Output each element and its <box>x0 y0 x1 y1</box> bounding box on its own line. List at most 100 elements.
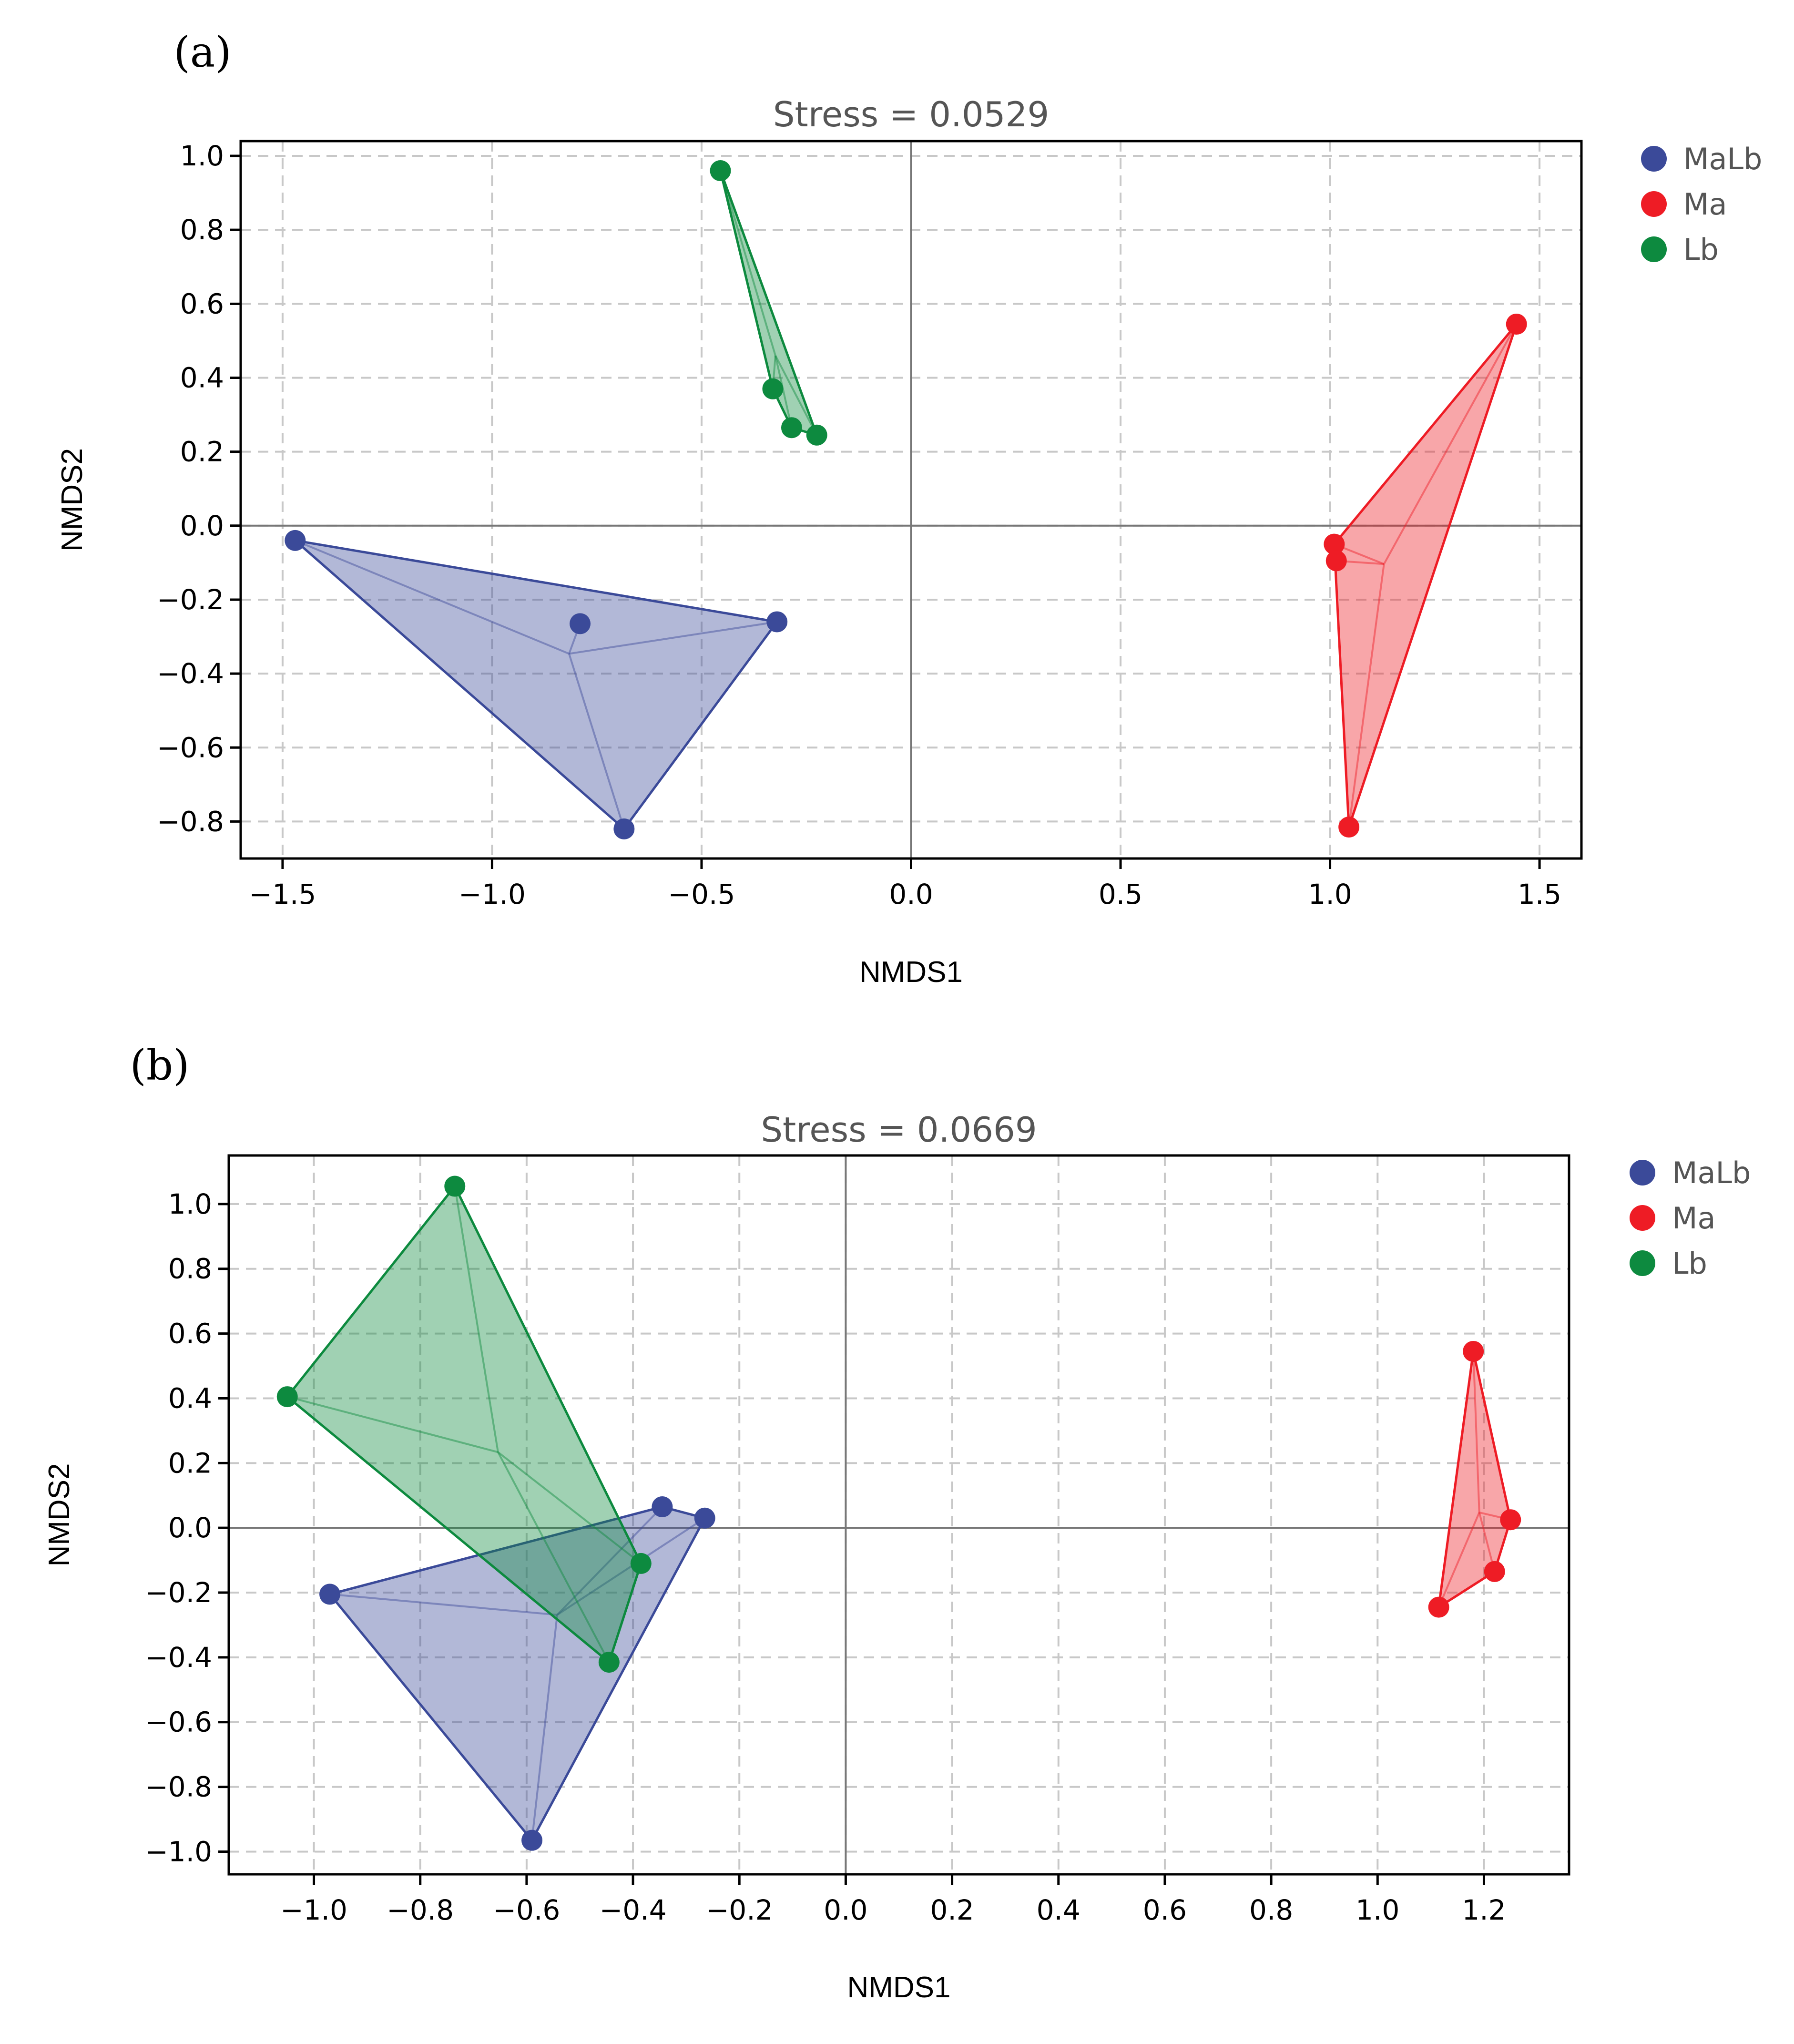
point-lb <box>762 378 784 399</box>
point-malb <box>652 1496 673 1518</box>
legend-label-lb: Lb <box>1672 1246 1707 1281</box>
hull-facet <box>1479 1512 1511 1572</box>
y-tick-label: 0.4 <box>168 1382 212 1414</box>
x-tick-label: 0.2 <box>930 1894 974 1926</box>
legend-marker-malb <box>1641 146 1667 172</box>
x-tick-label: −0.5 <box>668 878 735 910</box>
y-tick-label: −0.4 <box>145 1641 212 1674</box>
nmds-chart-b: (b) Stress = 0.0669 −1.0 −0.8 −0.6 −0.4 −0.2 0.… <box>43 1041 1751 2004</box>
point-lb <box>781 417 802 439</box>
point-malb <box>319 1584 341 1605</box>
hull-facet <box>1438 1512 1495 1607</box>
x-tick-label: 1.0 <box>1356 1894 1399 1926</box>
legend-label-ma: Ma <box>1672 1201 1716 1236</box>
x-tick-label: 0.0 <box>889 878 933 910</box>
centroid-spoke <box>775 355 818 436</box>
y-tick-label: −1.0 <box>145 1835 212 1868</box>
legend-marker-lb <box>1630 1250 1655 1276</box>
x-tick-label: −0.4 <box>600 1894 667 1926</box>
x-axis-label: NMDS1 <box>859 956 963 989</box>
point-ma <box>1325 550 1347 572</box>
point-malb <box>521 1829 543 1851</box>
y-tick-label: 0.6 <box>168 1318 212 1350</box>
centroid-spoke <box>774 355 793 428</box>
x-tick-label: 1.2 <box>1462 1894 1506 1926</box>
y-tick-label: 0.0 <box>180 510 224 542</box>
group-ma <box>1324 314 1527 838</box>
y-tick-label: 0.8 <box>180 214 224 246</box>
legend-label-malb: MaLb <box>1672 1155 1751 1190</box>
legend-label-malb: MaLb <box>1683 142 1762 176</box>
point-lb <box>710 160 731 182</box>
group-malb <box>285 530 788 839</box>
point-lb <box>598 1652 620 1673</box>
group-lb <box>276 1175 652 1673</box>
x-tick-label: −1.5 <box>249 878 316 910</box>
nmds-chart-a: (a) Stress = 0.0529 −1.5 −1.0 −0.5 0.0 0.5 1.0 1… <box>56 28 1762 989</box>
y-tick-label: −0.6 <box>157 731 224 764</box>
point-lb <box>806 424 827 446</box>
y-tick-label: 0.8 <box>168 1253 212 1285</box>
centroid-spoke <box>719 170 776 356</box>
y-tick-label: 1.0 <box>168 1188 212 1220</box>
plot-frame <box>227 1154 1570 1876</box>
x-tick-label: −1.0 <box>280 1894 347 1926</box>
legend-marker-malb <box>1630 1160 1655 1186</box>
y-tick-label: 0.6 <box>180 287 224 320</box>
hull-facet <box>720 171 817 435</box>
y-axis-label: NMDS2 <box>43 1463 76 1566</box>
point-lb <box>276 1386 298 1408</box>
hull-facet <box>295 540 624 829</box>
y-tick-label: 0.2 <box>168 1447 212 1479</box>
centroid-spoke <box>295 539 570 655</box>
y-tick-label: −0.8 <box>157 805 224 838</box>
hull-facet <box>498 1452 641 1663</box>
y-tick-label: −0.2 <box>157 583 224 616</box>
hull-facet <box>532 1518 705 1840</box>
hull-facet <box>287 1397 609 1663</box>
point-malb <box>613 818 635 839</box>
centroid-spoke <box>569 621 777 655</box>
hull-ma <box>1333 323 1518 828</box>
y-tick-label: −0.6 <box>145 1706 212 1738</box>
panel-label: (a) <box>173 28 231 77</box>
x-tick-label: 0.0 <box>824 1894 867 1926</box>
x-tick-label: −0.8 <box>387 1894 454 1926</box>
x-tick-label: 0.8 <box>1249 1894 1293 1926</box>
x-tick-label: 0.4 <box>1037 1894 1080 1926</box>
hull-facet <box>330 1594 558 1840</box>
point-ma <box>1463 1340 1484 1362</box>
chart-title: Stress = 0.0669 <box>761 1110 1037 1150</box>
centroid-spoke <box>556 1506 663 1616</box>
hull-facet <box>295 540 777 654</box>
y-tick-label: −0.8 <box>145 1771 212 1803</box>
centroid-spoke <box>329 1593 558 1616</box>
point-malb <box>285 530 306 551</box>
hull-facet <box>287 1186 498 1452</box>
point-lb <box>630 1553 652 1574</box>
legend-label-lb: Lb <box>1683 232 1719 267</box>
x-tick-label: −0.2 <box>706 1894 773 1926</box>
hull-facet <box>1334 544 1384 828</box>
point-ma <box>1484 1561 1505 1582</box>
centroid-spoke <box>1383 324 1518 565</box>
point-malb <box>766 611 788 633</box>
centroid-spoke <box>497 1451 642 1564</box>
point-ma <box>1428 1596 1449 1618</box>
centroid-spoke <box>568 653 625 829</box>
hull-facet <box>569 622 777 829</box>
chart-title: Stress = 0.0529 <box>773 94 1049 134</box>
point-ma <box>1324 533 1345 555</box>
group-lb <box>710 160 827 446</box>
point-ma <box>1500 1509 1521 1531</box>
x-tick-label: −1.0 <box>459 878 526 910</box>
x-axis-label: NMDS1 <box>847 1971 950 2004</box>
centroid-spoke <box>1437 1512 1480 1608</box>
x-tick-label: 1.0 <box>1308 878 1352 910</box>
y-tick-label: 1.0 <box>180 140 224 172</box>
centroid-spoke <box>287 1396 499 1453</box>
hull-facet <box>720 171 775 389</box>
